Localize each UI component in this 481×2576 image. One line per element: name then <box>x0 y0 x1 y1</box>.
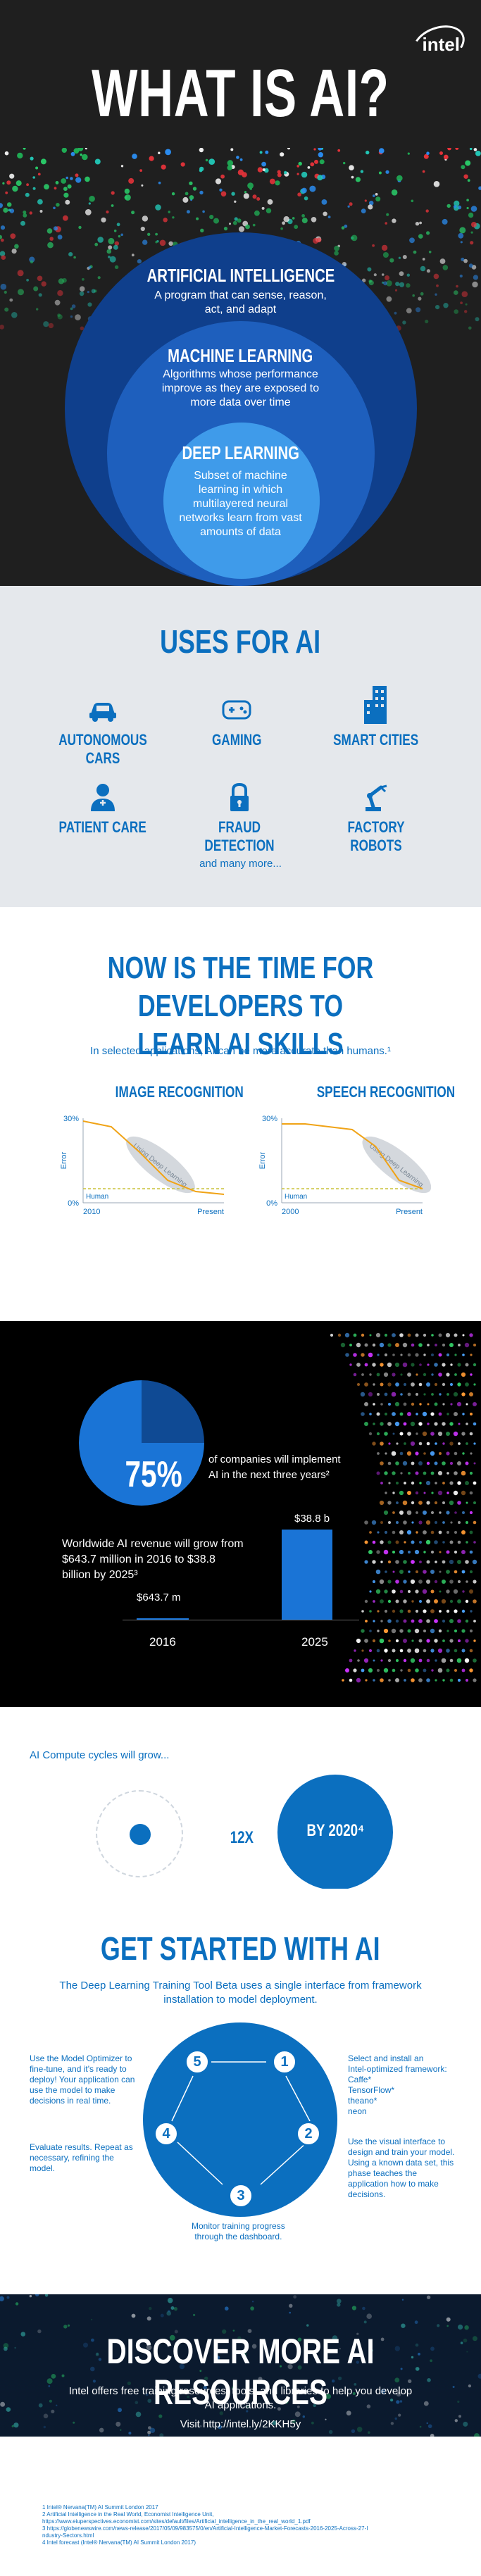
y-axis-label: Error <box>258 1151 267 1169</box>
dl-circle <box>163 423 320 579</box>
compute-now-ring <box>96 1790 183 1877</box>
stats-section: 75% of companies will implement AI in the… <box>0 1321 481 1707</box>
footnote-1: 1 Intel® Nervana(TM) AI Summit London 20… <box>42 2504 158 2511</box>
get-started-subtitle: The Deep Learning Training Tool Beta use… <box>59 1980 422 2006</box>
y-tick-label: 0% <box>266 1199 277 1208</box>
step-4-text: Evaluate results. Repeat as necessary, re… <box>30 2142 133 2173</box>
footnote-list: 1 Intel® Nervana(TM) AI Summit London 20… <box>42 2504 437 2546</box>
revenue-bar-2016 <box>137 1618 189 1620</box>
dev-title: NOW IS THE TIME FOR DEVELOPERS TO LEARN A… <box>107 951 374 1061</box>
deep-learning-band <box>126 1136 195 1194</box>
compute-title: AI Compute cycles will grow... <box>30 1749 170 1761</box>
human-series-label: Human <box>86 1193 108 1201</box>
ai-text: A program that can sense, reason, act, an… <box>154 289 327 315</box>
footnote-3-url[interactable]: 3 https://globenewswire.com/news-release… <box>42 2525 368 2532</box>
use-patient-care: PATIENT CARE <box>39 780 166 837</box>
bar-label-2025: $38.8 b <box>294 1513 330 1525</box>
gamepad-icon <box>220 693 253 725</box>
y-tick-label: 30% <box>262 1115 277 1123</box>
discover-section: DISCOVER MORE AI RESOURCES Intel offers … <box>0 2294 481 2437</box>
step-node-1: 1 <box>272 2049 297 2075</box>
use-gaming: GAMING <box>173 693 300 749</box>
y-tick-label: 0% <box>68 1199 79 1208</box>
human-series-label: Human <box>285 1193 307 1201</box>
get-started-section: GET STARTED WITH AI The Deep Learning Tr… <box>0 1889 481 2294</box>
use-autonomous-cars: AUTONOMOUS CARS <box>39 693 166 768</box>
uses-section: USES FOR AI AUTONOMOUS CARS GAMING SMART… <box>0 586 481 907</box>
workflow-arrows <box>171 2061 311 2185</box>
chart-title-speech-recognition: SPEECH RECOGNITION <box>316 1083 456 1101</box>
compute-2020-circle <box>277 1775 393 1889</box>
use-fraud-detection: FRAUD DETECTION <box>176 780 303 855</box>
footnote-4: 4 Intel forecast (Intel® Nervana(TM) AI … <box>42 2539 196 2546</box>
compute-by-2020: BY 2020⁴ <box>306 1821 364 1840</box>
footnote-2-url[interactable]: https://www.eiuperspectives.economist.co… <box>42 2518 311 2525</box>
compute-multiplier: 12X <box>230 1828 254 1847</box>
footnote-2: 2 Artificial Intelligence in the Real Wo… <box>42 2511 214 2518</box>
step-1-text: Select and install an Intel-optimized fra… <box>348 2053 447 2116</box>
adoption-pie <box>79 1380 204 1506</box>
compute-now-dot <box>130 1824 151 1845</box>
ml-title: MACHINE LEARNING <box>168 345 313 366</box>
discover-text: Intel offers free training resources, to… <box>68 2385 413 2411</box>
error-series-line <box>82 1120 225 1195</box>
intel-logo: intel <box>422 34 460 55</box>
ai-title: ARTIFICIAL INTELLIGENCE <box>146 265 335 286</box>
lock-icon <box>223 780 256 813</box>
dl-text: Subset of machine learning in which multil… <box>179 470 302 538</box>
step-3-text: Monitor training progress through the das… <box>192 2221 285 2242</box>
pie-text: of companies will implement AI in the nex… <box>208 1453 341 1481</box>
robot-arm-icon <box>360 780 392 813</box>
discover-link[interactable]: Visit http://intel.ly/2KKH5y <box>180 2418 301 2430</box>
discover-title: DISCOVER MORE AI RESOURCES <box>106 2332 375 2412</box>
y-axis-label: Error <box>60 1151 68 1169</box>
dev-subtitle: In selected applications, AI can be more… <box>90 1045 391 1057</box>
use-smart-cities: SMART CITIES <box>313 683 439 749</box>
x-tick-label: 2010 <box>83 1208 100 1216</box>
more-uses-text: and many more... <box>199 858 282 870</box>
step-node-4: 4 <box>154 2121 179 2146</box>
step-node-2: 2 <box>296 2121 321 2146</box>
dotted-head-silhouette <box>330 1332 477 1683</box>
car-icon <box>87 693 119 725</box>
footnotes-section: 1 Intel® Nervana(TM) AI Summit London 20… <box>0 2437 481 2576</box>
year-2025: 2025 <box>301 1635 328 1649</box>
revenue-bar-chart <box>137 1530 332 1620</box>
step-node-5: 5 <box>185 2049 210 2075</box>
footnote-3-url-cont: ndustry-Sectors.html <box>42 2532 94 2539</box>
page-title: WHAT IS AI? <box>92 56 389 131</box>
step-2-text: Use the visual interface to design and tr… <box>348 2137 455 2199</box>
use-factory-robots: FACTORY ROBOTS <box>313 780 439 855</box>
developers-section: NOW IS THE TIME FOR DEVELOPERS TO LEARN A… <box>0 907 481 1321</box>
y-tick-label: 30% <box>63 1115 79 1123</box>
revenue-text: Worldwide AI revenue will grow from $643.… <box>62 1538 244 1581</box>
discover-background-lights <box>0 2294 481 2437</box>
pie-percent-label: 75% <box>125 1454 182 1495</box>
step-node-3: 3 <box>228 2183 254 2208</box>
year-2016: 2016 <box>149 1635 176 1649</box>
dl-title: DEEP LEARNING <box>182 442 299 463</box>
chart-title-image-recognition: IMAGE RECOGNITION <box>115 1083 244 1101</box>
ml-text: Algorithms whose performance improve as t… <box>161 368 320 408</box>
uses-title: USES FOR AI <box>160 623 321 660</box>
buildings-icon <box>360 683 392 725</box>
x-tick-label: Present <box>396 1208 423 1216</box>
x-tick-label: 2000 <box>282 1208 299 1216</box>
compute-section: AI Compute cycles will grow... 12X BY 20… <box>0 1707 481 1889</box>
patient-icon <box>87 780 119 813</box>
get-started-title: GET STARTED WITH AI <box>101 1930 380 1967</box>
hero-section: intel WHAT IS AI? ARTIFICIAL INTELLIGENC… <box>0 0 481 586</box>
bar-label-2016: $643.7 m <box>137 1592 181 1603</box>
x-tick-label: Present <box>197 1208 224 1216</box>
revenue-bar-2025 <box>282 1530 332 1620</box>
deep-learning-band <box>362 1136 431 1194</box>
step-5-text: Use the Model Optimizer to fine-tune, and… <box>30 2053 135 2106</box>
